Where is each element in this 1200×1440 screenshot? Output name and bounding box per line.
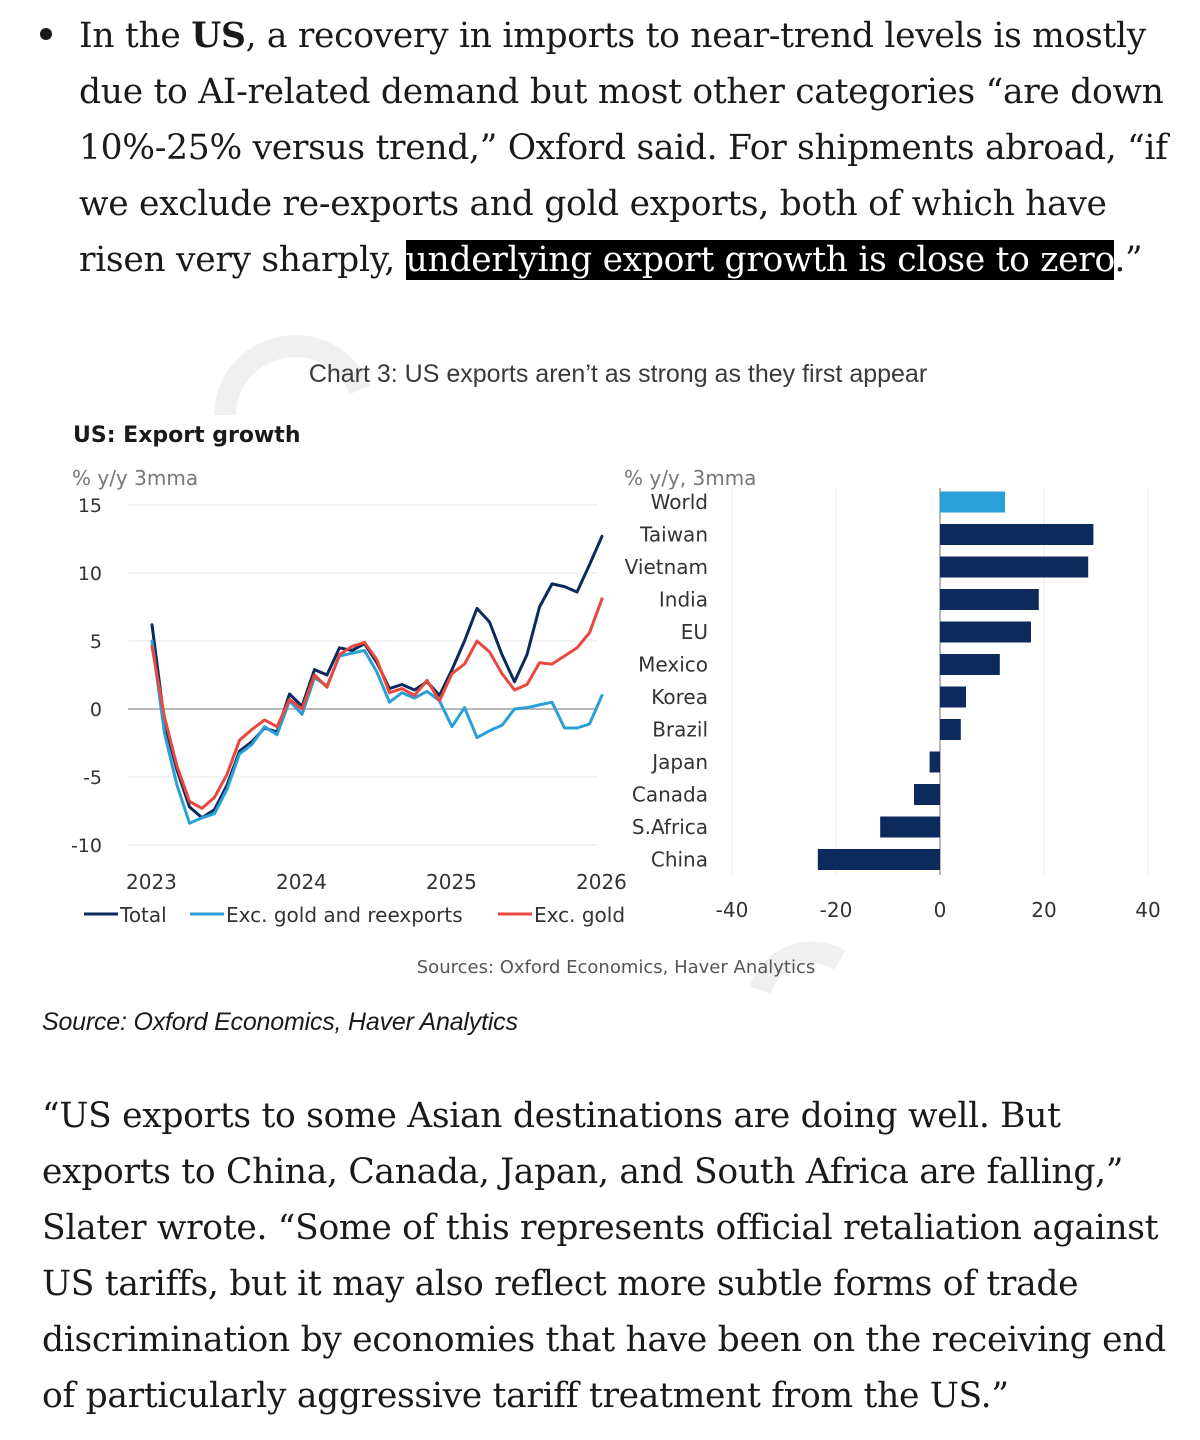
bullet-text-post: .”: [1114, 240, 1143, 280]
line-series-exc-gold-and-reexports: [150, 639, 604, 825]
bar-category-label: Mexico: [638, 653, 708, 677]
bar-category-label: Taiwan: [639, 523, 708, 547]
legend-label: Exc. gold and reexports: [226, 903, 463, 927]
bar-vietnam: [940, 556, 1089, 578]
bar-chart-xtick-label: 40: [1135, 898, 1160, 922]
bar-china: [817, 849, 940, 870]
highlighted-text: underlying export growth is close to zer…: [405, 240, 1115, 280]
line-chart-xtick-label: 2026: [576, 870, 627, 894]
bar-chart-ylabel: % y/y, 3mma: [624, 466, 756, 490]
bar-chart-xtick-label: -20: [820, 898, 853, 922]
image-caption: Source: Oxford Economics, Haver Analytic…: [42, 1008, 518, 1036]
bar-category-label: World: [651, 490, 708, 514]
bar-canada: [914, 784, 940, 805]
quote-paragraph: “US exports to some Asian destinations a…: [42, 1096, 1166, 1416]
bullet-text-pre: In the: [79, 16, 192, 56]
line-chart-xtick-label: 2024: [276, 870, 327, 894]
bar-category-label: China: [651, 848, 708, 872]
figure-title: Chart 3: US exports aren’t as strong as …: [309, 360, 927, 388]
bar-category-label: S.Africa: [632, 815, 708, 839]
bar-category-label: EU: [681, 620, 708, 644]
line-chart-legend: Total Exc. gold and reexports Exc. gold: [84, 903, 625, 927]
line-chart-ytick-label: 15: [78, 495, 102, 517]
bar-japan: [929, 751, 940, 773]
bar-taiwan: [940, 524, 1094, 545]
bar-world: [940, 491, 1005, 513]
chart-figure: Chart 3: US exports aren’t as strong as …: [40, 330, 1190, 1020]
bar-brazil: [940, 719, 961, 740]
line-chart-title: US: Export growth: [73, 423, 301, 448]
figure-source: Sources: Oxford Economics, Haver Analyti…: [417, 957, 816, 978]
chart-svg: Chart 3: US exports aren’t as strong as …: [71, 334, 1161, 994]
line-chart: 15 10 5 0 -5 -10 2023 2024 2025 2026: [71, 495, 627, 894]
legend-label: Total: [119, 903, 167, 927]
bullet-text: In the US, a recovery in imports to near…: [79, 8, 1194, 288]
bar-chart-xtick-label: 0: [934, 898, 947, 922]
line-chart-ytick-label: 10: [78, 563, 102, 585]
line-chart-ytick-label: -5: [83, 767, 102, 789]
line-chart-ytick-label: 0: [90, 699, 102, 721]
bar-chart-xtick-label: 20: [1031, 898, 1056, 922]
bar-category-label: Canada: [632, 783, 708, 807]
line-chart-xtick-label: 2023: [126, 870, 177, 894]
bar-chart: -40 -20 0 20 40 World Taiwan Vietnam India EU Mexi…: [625, 488, 1161, 922]
line-chart-ytick-label: 5: [90, 631, 102, 653]
bar-s-africa: [880, 816, 940, 838]
bar-category-label: India: [659, 588, 708, 612]
bar-category-label: Vietnam: [625, 555, 708, 579]
bullet-dot: [40, 28, 52, 40]
bar-india: [940, 589, 1039, 610]
bullet-text-bold: US: [191, 16, 246, 56]
bar-category-label: Brazil: [652, 718, 708, 742]
line-chart-ylabel: % y/y 3mma: [72, 466, 198, 490]
line-chart-xtick-label: 2025: [426, 870, 477, 894]
bullet-text-mid: , a recovery in imports to near-trend le…: [79, 16, 1168, 280]
bar-category-label: Japan: [650, 750, 708, 774]
bar-korea: [940, 686, 966, 708]
line-chart-ytick-label: -10: [71, 835, 102, 857]
bar-chart-xtick-label: -40: [716, 898, 749, 922]
bar-mexico: [940, 654, 1000, 675]
line-series-exc-gold: [150, 597, 604, 810]
legend-label: Exc. gold: [534, 903, 625, 927]
bar-eu: [940, 621, 1031, 643]
watermark-logo: [214, 334, 846, 994]
line-series-total: [150, 534, 604, 820]
bar-category-label: Korea: [651, 685, 708, 709]
